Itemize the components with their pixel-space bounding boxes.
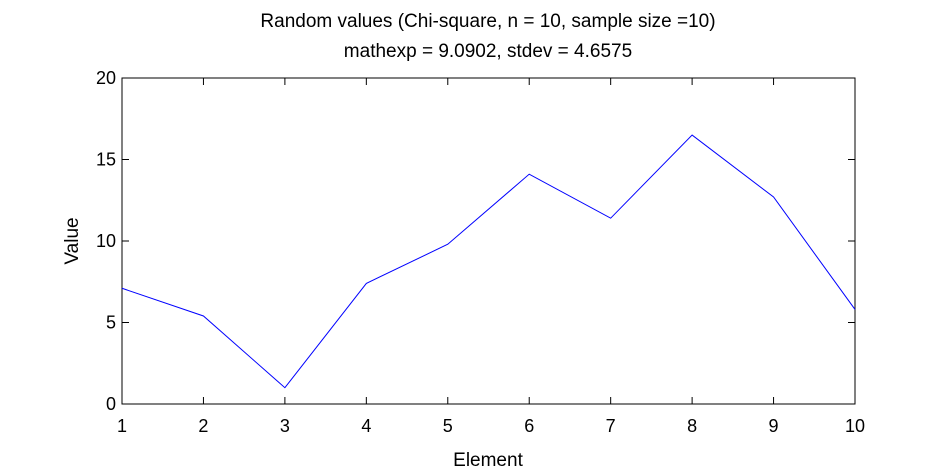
x-tick-label: 1 bbox=[117, 416, 127, 436]
y-tick-label: 20 bbox=[96, 68, 116, 88]
y-axis-ticks: 0 5 10 15 20 bbox=[96, 68, 855, 414]
series-group bbox=[121, 134, 856, 389]
x-tick-label: 5 bbox=[443, 416, 453, 436]
x-axis-label: Element bbox=[453, 450, 523, 471]
y-tick-label: 10 bbox=[96, 231, 116, 251]
y-tick-label: 15 bbox=[96, 150, 116, 170]
plot-area bbox=[121, 77, 856, 405]
x-tick-label: 7 bbox=[606, 416, 616, 436]
series-line bbox=[121, 134, 856, 389]
chart-subtitle: mathexp = 9.0902, stdev = 4.6575 bbox=[344, 41, 632, 62]
chart-title: Random values (Chi-square, n = 10, sampl… bbox=[260, 11, 715, 32]
x-tick-label: 9 bbox=[769, 416, 779, 436]
x-tick-label: 2 bbox=[198, 416, 208, 436]
x-tick-label: 3 bbox=[280, 416, 290, 436]
x-axis-ticks: 1 2 3 4 5 6 7 8 9 10 bbox=[117, 78, 865, 436]
y-axis-label: Value bbox=[62, 217, 83, 264]
x-tick-label: 4 bbox=[361, 416, 371, 436]
x-tick-label: 8 bbox=[687, 416, 697, 436]
y-tick-label: 5 bbox=[106, 313, 116, 333]
y-tick-label: 0 bbox=[106, 394, 116, 414]
x-tick-label: 10 bbox=[845, 416, 865, 436]
x-tick-label: 6 bbox=[524, 416, 534, 436]
